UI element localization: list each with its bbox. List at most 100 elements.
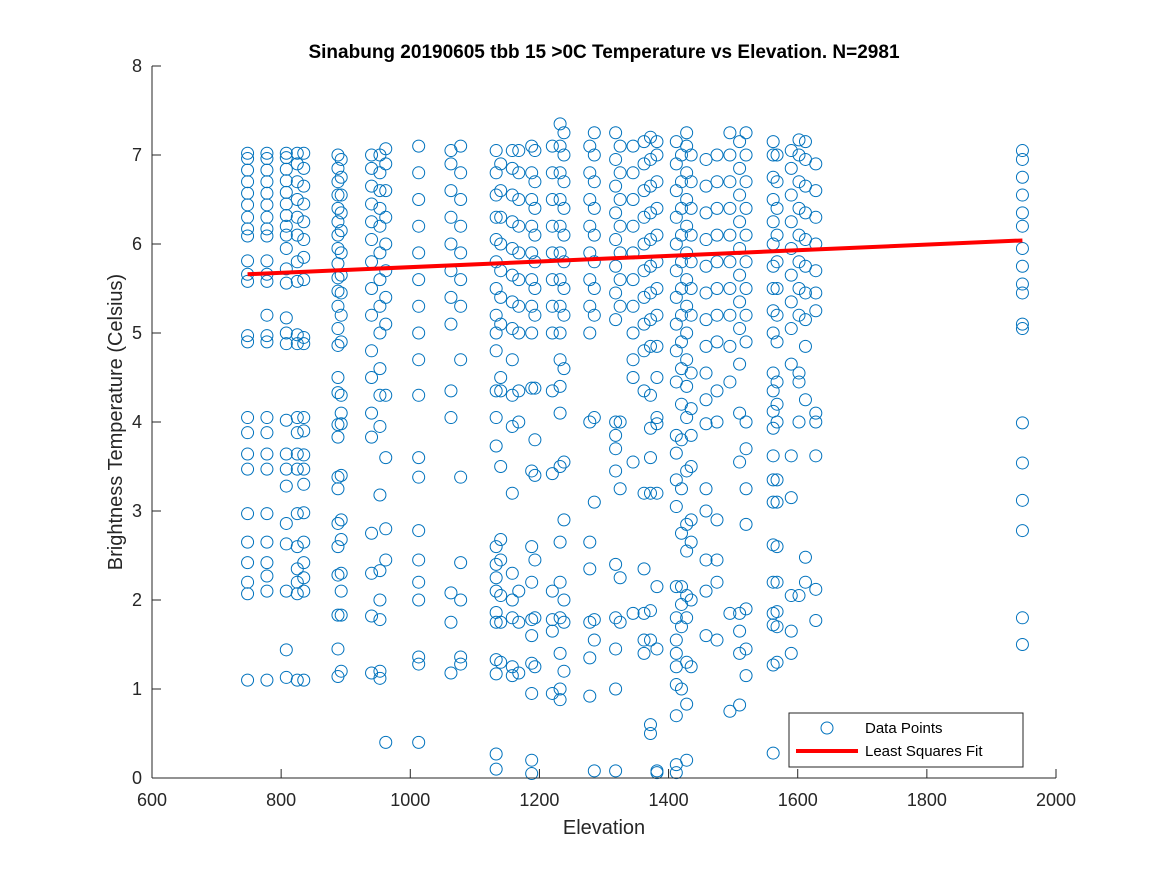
data-point <box>770 397 784 411</box>
data-point <box>365 308 379 322</box>
data-point <box>609 286 623 300</box>
data-point <box>297 571 311 585</box>
data-point <box>643 633 657 647</box>
data-point <box>1015 241 1029 255</box>
data-point <box>1015 152 1029 166</box>
data-point <box>331 470 345 484</box>
data-point <box>669 646 683 660</box>
data-point <box>553 166 567 180</box>
data-point <box>792 228 806 242</box>
data-point <box>331 386 345 400</box>
data-point <box>260 673 274 687</box>
data-point <box>444 586 458 600</box>
data-point <box>412 553 426 567</box>
data-point <box>241 507 255 521</box>
data-point <box>609 428 623 442</box>
data-point <box>770 473 784 487</box>
data-point <box>260 329 274 343</box>
data-point <box>290 507 304 521</box>
data-point <box>733 357 747 371</box>
data-point <box>505 611 519 625</box>
data-point <box>505 566 519 580</box>
data-point <box>669 766 683 780</box>
data-point <box>279 311 293 325</box>
data-point <box>489 210 503 224</box>
data-point <box>770 415 784 429</box>
data-point <box>528 175 542 189</box>
data-point <box>505 241 519 255</box>
data-point <box>379 237 393 251</box>
data-point <box>553 193 567 206</box>
data-point <box>587 411 601 425</box>
data-point <box>290 575 304 589</box>
y-tick-label: 4 <box>132 412 142 432</box>
data-point <box>525 246 539 260</box>
data-point <box>792 308 806 322</box>
data-point <box>798 286 812 300</box>
data-point <box>557 362 571 376</box>
data-point <box>512 384 526 398</box>
data-point <box>684 366 698 380</box>
data-point <box>792 366 806 380</box>
data-point <box>512 584 526 598</box>
data-point <box>710 633 724 647</box>
data-point <box>739 126 753 140</box>
data-point <box>650 486 664 500</box>
y-tick-label: 1 <box>132 679 142 699</box>
data-point <box>412 451 426 465</box>
data-point <box>1015 611 1029 625</box>
data-point <box>331 241 345 255</box>
data-point <box>553 406 567 420</box>
data-point <box>770 605 784 619</box>
data-point <box>637 562 651 576</box>
data-point <box>770 335 784 349</box>
data-point <box>669 500 683 514</box>
data-point <box>733 406 747 420</box>
data-point <box>637 237 651 251</box>
data-point <box>680 697 694 711</box>
data-point <box>379 157 393 171</box>
data-point <box>699 366 713 380</box>
data-point <box>557 455 571 469</box>
data-point <box>290 146 304 160</box>
data-point <box>297 506 311 520</box>
data-point <box>290 255 304 269</box>
data-point <box>279 228 293 242</box>
data-point <box>290 228 304 242</box>
data-point <box>792 133 806 147</box>
data-point <box>626 353 640 367</box>
data-point <box>557 228 571 242</box>
x-tick-label: 1000 <box>390 790 430 810</box>
data-point <box>241 254 255 268</box>
data-point <box>587 633 601 647</box>
data-point <box>489 282 503 295</box>
data-point <box>1015 317 1029 331</box>
data-point <box>770 620 784 634</box>
data-point <box>637 157 651 171</box>
data-point <box>637 210 651 224</box>
data-point <box>260 229 274 243</box>
data-point <box>365 526 379 540</box>
data-point <box>241 462 255 476</box>
data-point <box>626 326 640 340</box>
data-point <box>373 388 387 402</box>
data-point <box>412 470 426 484</box>
data-point <box>331 284 345 298</box>
data-point <box>365 430 379 444</box>
data-point <box>1015 322 1029 336</box>
data-point <box>545 139 559 153</box>
data-point <box>334 417 348 431</box>
data-point <box>260 254 274 268</box>
data-point <box>505 295 519 309</box>
data-point <box>784 322 798 336</box>
data-point <box>684 660 698 674</box>
data-point <box>609 682 623 696</box>
data-point <box>279 262 293 276</box>
data-point <box>525 464 539 478</box>
data-point <box>710 228 724 242</box>
data-point <box>379 522 393 536</box>
data-point <box>279 326 293 340</box>
data-point <box>379 142 393 156</box>
data-point <box>241 535 255 549</box>
chart-title: Sinabung 20190605 tbb 15 >0C Temperature… <box>308 42 899 63</box>
